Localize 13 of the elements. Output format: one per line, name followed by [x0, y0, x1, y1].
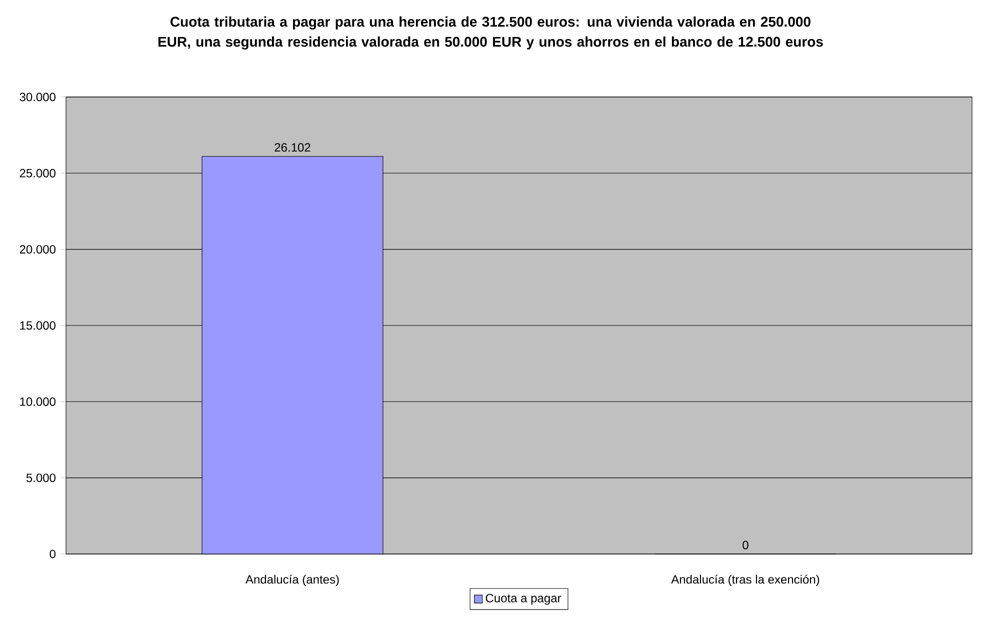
chart-title: Cuota tributaria a pagar para una herencia de 312.500 euros: una vivienda valorada en 250.000 EUR, una segunda residencia valorada en 50.000 EUR y unos ahorros en el banco de 12.500 euros	[158, 16, 823, 50]
y-tick-label: 25.000	[20, 168, 56, 178]
y-tick-label: 20.000	[20, 245, 56, 254]
y-tick-label: 30.000	[20, 92, 56, 102]
x-tick-label: Andalucía (tras la exención)	[671, 574, 820, 586]
data-label: 0	[742, 540, 748, 550]
y-tick-label: 10.000	[20, 397, 56, 406]
y-tick-label: 0	[50, 550, 56, 558]
x-tick-label: Andalucía (antes)	[246, 574, 339, 586]
y-tick-label: 15.000	[20, 321, 56, 330]
legend-label: Cuota a pagar	[486, 594, 562, 605]
y-tick-label: 5.000	[26, 474, 56, 482]
data-label: 26.102	[274, 143, 310, 152]
